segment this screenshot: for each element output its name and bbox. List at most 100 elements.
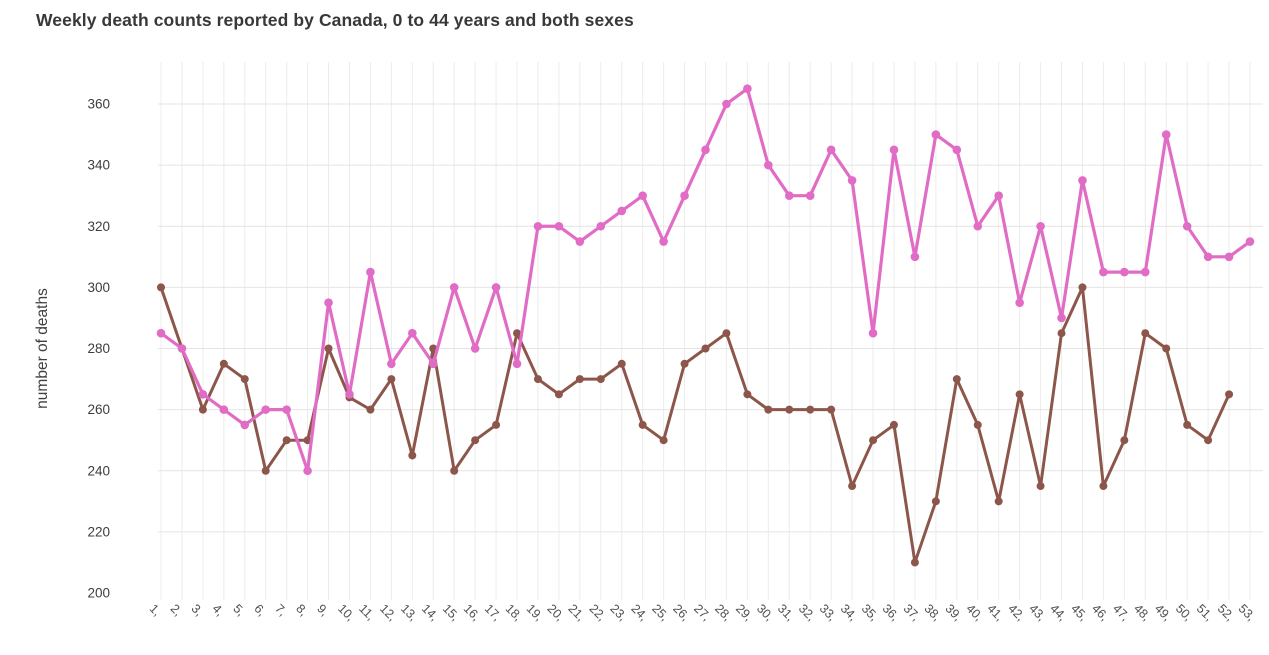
series-pink-point xyxy=(1057,313,1066,323)
series-brown-point xyxy=(722,329,731,338)
series-brown-point xyxy=(994,497,1003,506)
series-brown-point xyxy=(554,390,563,399)
series-brown-point xyxy=(324,344,333,353)
series-brown-point xyxy=(869,436,878,445)
series-pink-point xyxy=(282,405,291,414)
series-brown-point xyxy=(952,375,961,384)
y-tick-label: 300 xyxy=(87,280,110,295)
series-brown-point xyxy=(785,405,794,414)
x-tick-label: 40, xyxy=(963,601,985,623)
x-tick-label: 35, xyxy=(859,601,881,623)
series-pink-point xyxy=(889,145,899,155)
series-pink-point xyxy=(1078,176,1087,185)
series-brown-point xyxy=(1225,390,1234,399)
series-pink-point xyxy=(156,328,166,338)
series-brown-point xyxy=(261,466,270,475)
y-tick-label: 260 xyxy=(87,402,110,417)
x-tick-label: 53, xyxy=(1236,601,1258,623)
series-pink-point xyxy=(931,130,941,139)
series-brown-point xyxy=(1141,329,1150,338)
series-pink-point xyxy=(512,359,522,369)
series-pink-point xyxy=(868,328,878,338)
x-tick-label: 12, xyxy=(377,601,399,623)
series-brown-point xyxy=(638,420,647,429)
series-pink-point xyxy=(470,344,480,353)
y-tick-label: 240 xyxy=(87,463,110,478)
x-tick-label: 20, xyxy=(545,601,567,623)
x-tick-label: 31, xyxy=(775,601,797,623)
series-pink-point xyxy=(449,283,459,292)
series-pink-point xyxy=(387,359,396,369)
series-brown-point xyxy=(1204,436,1213,445)
x-tick-label: 23, xyxy=(607,601,629,623)
series-brown-point xyxy=(1057,329,1066,338)
x-tick-label: 4, xyxy=(209,601,226,618)
x-tick-label: 45, xyxy=(1068,601,1090,623)
series-brown-point xyxy=(1162,344,1171,353)
series-pink-point xyxy=(428,359,438,369)
series-pink-point xyxy=(491,283,501,292)
series-pink-point xyxy=(743,84,752,94)
x-tick-label: 43, xyxy=(1026,601,1048,623)
series-pink-point xyxy=(638,191,647,200)
x-tick-label: 14, xyxy=(419,601,441,623)
series-pink-point xyxy=(240,420,250,430)
series-pink-point xyxy=(1120,267,1129,277)
series-pink-point xyxy=(596,221,606,231)
series-brown-point xyxy=(450,466,459,475)
series-brown-point xyxy=(219,359,228,368)
x-tick-label: 46, xyxy=(1089,601,1111,623)
series-pink-point xyxy=(973,221,983,231)
series-pink-point xyxy=(659,237,668,246)
x-tick-label: 27, xyxy=(691,601,713,623)
series-pink-point xyxy=(617,206,627,216)
series-pink-point xyxy=(847,176,857,185)
x-tick-label: 30, xyxy=(754,601,776,623)
series-pink-point xyxy=(805,191,815,200)
y-tick-label: 220 xyxy=(87,524,110,539)
chart-title: Weekly death counts reported by Canada, … xyxy=(36,10,634,30)
x-tick-label: 50, xyxy=(1173,601,1195,623)
series-brown-point xyxy=(764,405,773,414)
y-tick-label: 360 xyxy=(87,97,110,112)
series-brown-point xyxy=(680,359,689,368)
series-pink-point xyxy=(554,221,564,231)
x-tick-label: 6, xyxy=(251,601,268,618)
series-brown-point xyxy=(198,405,207,414)
series-brown-point xyxy=(973,420,982,429)
x-tick-label: 38, xyxy=(922,601,944,623)
series-pink-point xyxy=(533,221,543,231)
series-pink-point xyxy=(324,298,333,307)
x-tick-label: 37, xyxy=(901,601,923,623)
series-pink-point xyxy=(575,237,585,246)
x-tick-label: 5, xyxy=(230,601,247,618)
x-tick-label: 26, xyxy=(670,601,692,623)
series-pink-point xyxy=(680,191,689,200)
series-brown-point xyxy=(1036,482,1045,491)
x-tick-label: 2, xyxy=(168,601,185,618)
series-pink-point xyxy=(366,267,375,277)
series-brown-line xyxy=(159,285,1231,564)
series-brown-point xyxy=(889,420,898,429)
series-pink-point xyxy=(303,466,312,476)
series-pink-point xyxy=(784,191,794,200)
series-pink-point xyxy=(1161,130,1171,139)
x-tick-label: 18, xyxy=(503,601,525,623)
y-tick-label: 320 xyxy=(87,219,110,234)
x-tick-label: 13, xyxy=(398,601,420,623)
series-pink-point xyxy=(764,160,773,170)
series-pink-point xyxy=(701,145,710,155)
y-tick-label: 280 xyxy=(87,341,110,356)
series-brown-point xyxy=(157,283,165,292)
series-brown-point xyxy=(931,497,940,506)
series-brown-point xyxy=(1078,283,1087,292)
series-brown-point xyxy=(492,420,501,429)
x-tick-label: 28, xyxy=(712,601,734,623)
x-tick-label: 3, xyxy=(189,601,206,618)
x-tick-label: 42, xyxy=(1005,601,1027,623)
y-axis-title: number of deaths xyxy=(34,288,51,409)
x-tick-label: 29, xyxy=(733,601,755,623)
series-brown-point xyxy=(471,436,480,445)
